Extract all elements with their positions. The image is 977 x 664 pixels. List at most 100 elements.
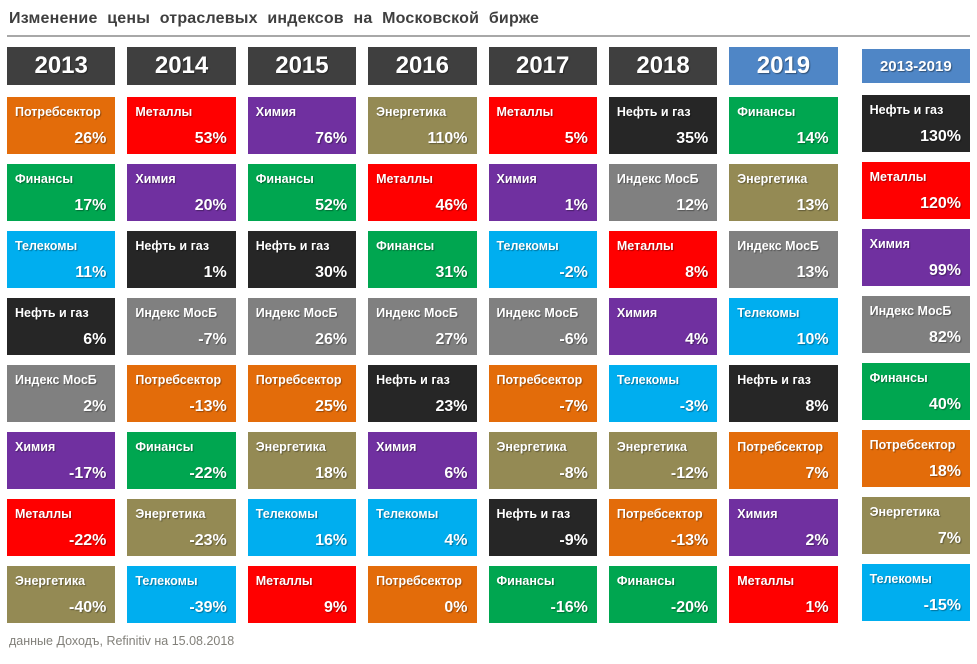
sector-cell: Индекс МосБ -6% — [488, 298, 597, 355]
sector-change-value: 76% — [315, 130, 348, 147]
sector-cell: Нефть и газ 30% — [247, 231, 357, 288]
year-column-2018: 2018 Нефть и газ 35% Индекс МосБ 12% Мет… — [608, 47, 718, 623]
sector-cell: Потребсектор -7% — [488, 365, 597, 422]
sector-label: Индекс МосБ — [737, 239, 820, 253]
year-header-2018: 2018 — [608, 47, 718, 85]
sector-label: Металлы — [135, 105, 193, 119]
sector-label: Индекс МосБ — [616, 172, 699, 186]
sector-label: Химия — [496, 172, 537, 186]
sector-change-value: -13% — [670, 532, 709, 549]
sector-change-value: 110% — [427, 130, 468, 147]
sector-change-value: -22% — [189, 465, 227, 482]
sector-label: Химия — [255, 105, 296, 119]
sector-cell: Нефть и газ 6% — [7, 298, 116, 355]
sector-change-value: -12% — [670, 465, 709, 482]
year-header-2017: 2017 — [488, 47, 597, 85]
sector-label: Индекс МосБ — [135, 306, 218, 320]
sector-cell: Финансы 14% — [729, 97, 838, 154]
sector-label: Химия — [376, 440, 417, 454]
sector-label: Металлы — [255, 574, 313, 588]
sector-cell: Металлы -22% — [7, 499, 116, 556]
sector-change-value: 13% — [796, 264, 829, 281]
sector-cell: Телекомы -3% — [608, 365, 718, 422]
sector-change-value: -7% — [559, 398, 588, 415]
sector-cell: Химия 20% — [127, 164, 236, 221]
sector-cell: Индекс МосБ 12% — [608, 164, 718, 221]
sector-cell: Потребсектор -13% — [608, 499, 718, 556]
sector-change-value: -39% — [189, 599, 227, 616]
sector-cell: Финансы 17% — [7, 164, 116, 221]
sector-cell: Энергетика -12% — [608, 432, 718, 489]
sector-cell: Металлы 9% — [247, 566, 357, 623]
year-column-2013-2019: 2013-2019 Нефть и газ 130% Металлы 120% … — [861, 47, 970, 623]
sector-cell: Финансы 52% — [247, 164, 357, 221]
sector-cell: Индекс МосБ 82% — [861, 296, 970, 353]
sector-label: Металлы — [737, 574, 795, 588]
year-column-2016: 2016 Энергетика 110% Металлы 46% Финансы… — [368, 47, 477, 623]
sector-cell: Потребсектор 26% — [7, 97, 116, 154]
sector-label: Химия — [15, 440, 56, 454]
sector-cell: Металлы 120% — [861, 162, 970, 219]
sector-cell: Потребсектор 0% — [368, 566, 477, 623]
sector-cell: Нефть и газ 8% — [729, 365, 838, 422]
sector-change-value: 1% — [564, 197, 588, 214]
infographic: Изменение цены отраслевых индексов на Мо… — [7, 10, 970, 648]
sector-cell: Финансы 40% — [861, 363, 970, 420]
sector-change-value: 35% — [676, 130, 709, 147]
sector-cell: Финансы -16% — [488, 566, 597, 623]
sector-change-value: 6% — [444, 465, 468, 482]
sector-label: Индекс МосБ — [15, 373, 97, 387]
sector-cell: Потребсектор 7% — [729, 432, 838, 489]
sector-change-value: 23% — [435, 398, 468, 415]
year-header-2016: 2016 — [368, 47, 477, 85]
sector-change-value: -20% — [670, 599, 709, 616]
sector-cell: Металлы 8% — [608, 231, 718, 288]
sector-change-value: -16% — [550, 599, 588, 616]
year-header-2013-2019: 2013-2019 — [861, 49, 970, 83]
year-header-2014: 2014 — [127, 47, 236, 85]
sector-cell: Индекс МосБ 2% — [7, 365, 116, 422]
sector-change-value: 8% — [685, 264, 709, 281]
sector-cell: Нефть и газ 1% — [127, 231, 236, 288]
sector-cell: Химия 99% — [861, 229, 970, 286]
sector-label: Химия — [869, 237, 910, 251]
sector-label: Телекомы — [376, 507, 439, 521]
sector-label: Финансы — [135, 440, 194, 454]
sector-label: Телекомы — [255, 507, 318, 521]
sector-change-value: 17% — [74, 197, 107, 214]
sector-cell: Индекс МосБ -7% — [127, 298, 236, 355]
sector-label: Энергетика — [376, 105, 447, 119]
sector-cell: Нефть и газ 23% — [368, 365, 477, 422]
sector-change-value: 130% — [920, 128, 961, 145]
sector-label: Энергетика — [737, 172, 808, 186]
sector-cell: Нефть и газ -9% — [488, 499, 597, 556]
sector-change-value: -3% — [679, 398, 709, 415]
year-column-2015: 2015 Химия 76% Финансы 52% Нефть и газ 3… — [247, 47, 357, 623]
sector-label: Телекомы — [737, 306, 800, 320]
sector-label: Энергетика — [869, 505, 940, 519]
returns-grid: 2013 Потребсектор 26% Финансы 17% Телеко… — [7, 47, 970, 623]
sector-cell: Химия -17% — [7, 432, 116, 489]
sector-cell: Индекс МосБ 27% — [368, 298, 477, 355]
sector-change-value: -17% — [69, 465, 107, 482]
sector-cell: Металлы 46% — [368, 164, 477, 221]
year-cells: Металлы 53% Химия 20% Нефть и газ 1% Инд… — [127, 97, 236, 623]
sector-change-value: -13% — [189, 398, 227, 415]
year-header-2013: 2013 — [7, 47, 116, 85]
sector-change-value: -2% — [559, 264, 588, 281]
sector-change-value: 18% — [315, 465, 348, 482]
sector-label: Потребсектор — [869, 438, 956, 452]
year-column-2014: 2014 Металлы 53% Химия 20% Нефть и газ 1… — [127, 47, 236, 623]
sector-cell: Металлы 5% — [488, 97, 597, 154]
sector-cell: Потребсектор -13% — [127, 365, 236, 422]
sector-label: Химия — [737, 507, 778, 521]
sector-label: Энергетика — [135, 507, 206, 521]
year-cells: Нефть и газ 130% Металлы 120% Химия 99% … — [861, 95, 970, 621]
sector-label: Химия — [135, 172, 176, 186]
sector-label: Нефть и газ — [135, 239, 210, 253]
year-column-2019: 2019 Финансы 14% Энергетика 13% Индекс М… — [729, 47, 838, 623]
sector-label: Потребсектор — [255, 373, 342, 387]
sector-change-value: 1% — [805, 599, 829, 616]
sector-label: Потребсектор — [496, 373, 583, 387]
sector-cell: Энергетика -23% — [127, 499, 236, 556]
